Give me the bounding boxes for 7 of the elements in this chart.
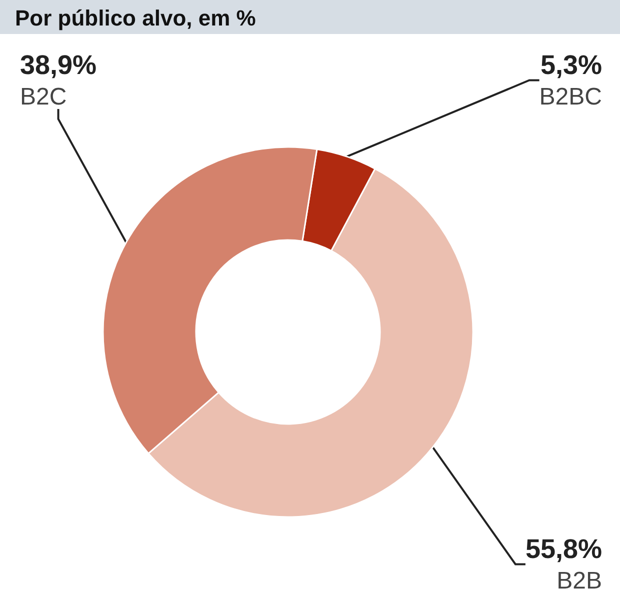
data-label: 55,8% — [525, 534, 602, 564]
slice-label: B2BC — [539, 84, 602, 110]
slice-label: B2C — [20, 84, 67, 110]
slice-label: B2B — [556, 568, 602, 594]
chart-title: Por público alvo, em % — [15, 6, 256, 30]
data-label: 38,9% — [20, 50, 97, 80]
data-label: 5,3% — [540, 50, 602, 80]
